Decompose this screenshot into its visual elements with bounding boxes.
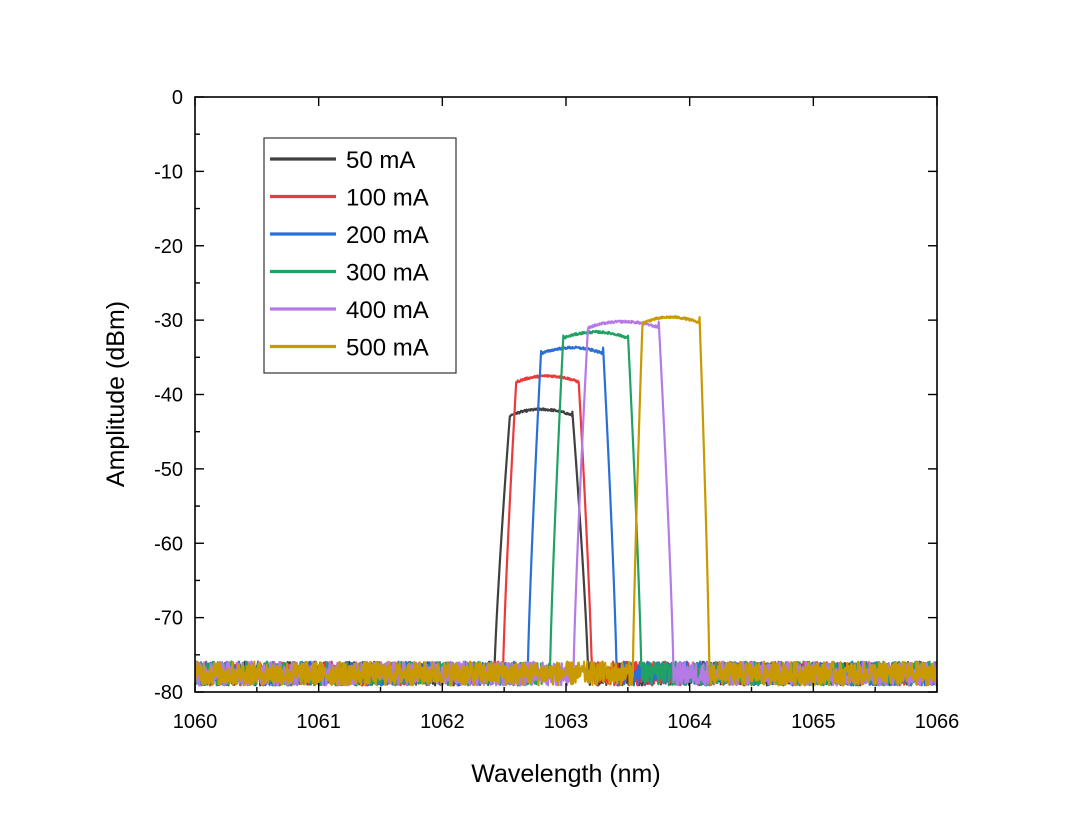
y-axis-title: Amplitude (dBm) <box>102 301 130 487</box>
y-tick-label: -20 <box>154 236 183 258</box>
legend-label: 400 mA <box>346 297 429 324</box>
series-line-100-ma <box>195 373 937 687</box>
y-tick-label: 0 <box>172 87 183 109</box>
legend-label: 300 mA <box>346 260 429 287</box>
legend-box <box>263 137 457 374</box>
y-tick-label: -50 <box>154 459 183 481</box>
series-line-500-ma <box>195 315 937 687</box>
legend-label: 200 mA <box>346 222 429 249</box>
series-line-200-ma <box>195 345 937 687</box>
x-tick-label: 1062 <box>420 711 465 733</box>
x-tick-label: 1064 <box>667 711 712 733</box>
series-line-400-ma <box>195 319 937 687</box>
legend-label: 100 mA <box>346 185 429 212</box>
series-layer <box>195 315 937 687</box>
legend-label: 50 mA <box>346 147 415 174</box>
y-tick-label: -10 <box>154 161 183 183</box>
y-tick-label: -40 <box>154 385 183 407</box>
y-tick-label: -70 <box>154 608 183 630</box>
y-tick-label: -80 <box>154 682 183 704</box>
series-line-50-ma <box>195 407 937 687</box>
axes-layer: 1060 1061 1062 1063 1064 1065 1066 0 -10 -20 -30 -4… <box>154 87 959 733</box>
x-tick-label: 1065 <box>791 711 836 733</box>
y-tick-label: -60 <box>154 533 183 555</box>
series-line-300-ma <box>195 329 937 687</box>
legend-label: 500 mA <box>346 335 429 362</box>
x-tick-label: 1061 <box>296 711 341 733</box>
y-tick-label: -30 <box>154 310 183 332</box>
x-tick-label: 1060 <box>173 711 218 733</box>
x-tick-label: 1063 <box>544 711 589 733</box>
legend: 50 mA 100 mA 200 mA 300 mA 400 mA 500 mA <box>263 137 457 374</box>
x-axis-title: Wavelength (nm) <box>471 760 660 788</box>
x-tick-label: 1066 <box>915 711 960 733</box>
